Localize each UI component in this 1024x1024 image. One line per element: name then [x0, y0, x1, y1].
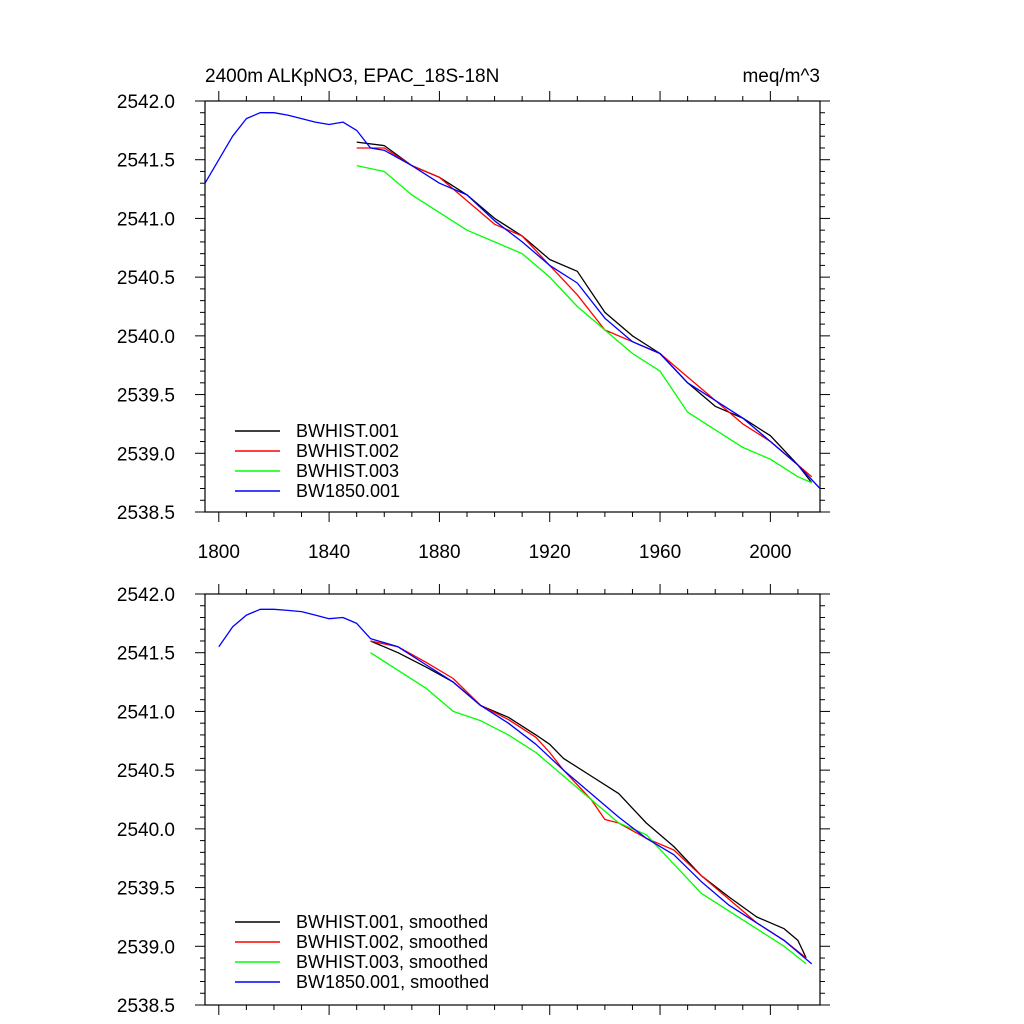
- y-tick-label: 2539.0: [117, 444, 175, 465]
- legend-label: BW1850.001: [296, 481, 400, 501]
- y-tick-label: 2541.0: [117, 209, 175, 230]
- x-tick-label: 1880: [418, 542, 460, 563]
- x-tick-label: 1920: [529, 542, 571, 563]
- x-tick-label: 1960: [639, 542, 681, 563]
- x-tick-label: 1800: [198, 542, 240, 563]
- y-tick-label: 2541.5: [117, 644, 175, 665]
- y-tick-label: 2542.0: [117, 92, 175, 113]
- chart-units: meq/m^3: [742, 66, 820, 87]
- series-line: [370, 652, 807, 965]
- y-tick-label: 2540.5: [117, 761, 175, 782]
- series-line: [370, 640, 807, 959]
- legend-label: BWHIST.002: [296, 441, 399, 461]
- legend-label: BWHIST.003, smoothed: [296, 952, 488, 972]
- x-tick-label: 1840: [308, 542, 350, 563]
- plot-frame: [204, 100, 821, 513]
- legend-label: BWHIST.003: [296, 461, 399, 481]
- y-tick-label: 2539.0: [117, 937, 175, 958]
- y-tick-label: 2540.5: [117, 268, 175, 289]
- legend-label: BW1850.001, smoothed: [296, 972, 489, 992]
- y-tick-label: 2538.5: [117, 996, 175, 1017]
- chart-title: 2400m ALKpNO3, EPAC_18S-18N: [205, 66, 499, 87]
- bottom-panel: 2538.5 2539.0 2539.5 2540.0 2540.5 2541.0 2541…: [117, 584, 830, 1017]
- legend-label: BWHIST.002, smoothed: [296, 932, 488, 952]
- y-tick-label: 2539.5: [117, 386, 175, 407]
- x-tick-label: 2000: [749, 542, 791, 563]
- y-tick-label: 2541.5: [117, 151, 175, 172]
- series-line: [356, 164, 812, 484]
- y-tick-label: 2540.0: [117, 820, 175, 841]
- top-panel: 2538.5 2539.0 2539.5 2540.0 2540.5 2541.0 2541…: [117, 91, 830, 563]
- y-tick-label: 2542.0: [117, 585, 175, 606]
- y-tick-label: 2541.0: [117, 702, 175, 723]
- plot-frame: [204, 593, 821, 1006]
- legend-label: BWHIST.001: [296, 421, 399, 441]
- series-line: [204, 112, 821, 489]
- y-tick-label: 2539.5: [117, 879, 175, 900]
- legend-label: BWHIST.001, smoothed: [296, 912, 488, 932]
- y-tick-label: 2540.0: [117, 327, 175, 348]
- series-line: [356, 147, 813, 478]
- y-tick-label: 2538.5: [117, 503, 175, 524]
- series-line: [218, 608, 813, 965]
- series-line: [370, 640, 807, 959]
